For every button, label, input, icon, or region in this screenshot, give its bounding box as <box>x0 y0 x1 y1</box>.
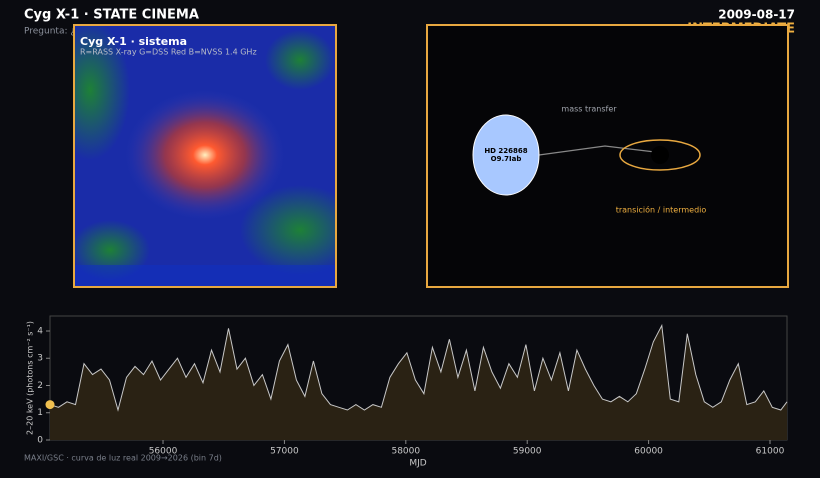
state-label: transición / intermedio <box>616 205 707 215</box>
x-tick-label: 58000 <box>391 447 420 457</box>
y-tick-label: 2 <box>37 381 43 391</box>
donor-star <box>472 114 540 196</box>
cursor-marker <box>45 400 55 410</box>
x-tick-label: 61000 <box>756 447 785 457</box>
y-tick-label: 3 <box>37 354 43 364</box>
x-tick-label: 60000 <box>634 447 663 457</box>
light-curve-line <box>49 323 788 412</box>
y-tick-label: 4 <box>37 326 43 336</box>
star-name: HD 226868 <box>484 147 527 155</box>
flow-label: mass transfer <box>561 105 617 114</box>
y-tick-label: 0 <box>37 436 43 446</box>
accretion-disk <box>619 139 701 171</box>
area-fill <box>50 325 787 440</box>
star-type: O9.7Iab <box>491 155 522 163</box>
y-axis-label: 2–20 keV (photons cm⁻² s⁻¹) <box>26 321 35 435</box>
light-curve: 2–20 keV (photons cm⁻² s⁻¹) MJD MAXI/GSC… <box>24 315 788 469</box>
x-tick-label: 57000 <box>270 447 299 457</box>
image-subtitle: R=RASS X-ray G=DSS Red B=NVSS 1.4 GHz <box>80 48 257 57</box>
page-title: Cyg X-1 · STATE CINEMA <box>24 8 199 23</box>
footnote: MAXI/GSC · curva de luz real 2009→2026 (… <box>24 454 222 463</box>
x-tick-label: 56000 <box>149 447 178 457</box>
date: 2009-08-17 <box>718 8 795 22</box>
image-frame <box>73 24 337 288</box>
x-tick-label: 59000 <box>513 447 542 457</box>
sky-image <box>74 25 336 287</box>
flow-line <box>538 145 656 156</box>
black-hole <box>651 146 669 164</box>
image-title: Cyg X-1 · sistema <box>80 35 187 48</box>
y-tick-label: 1 <box>37 408 43 418</box>
x-axis-label: MJD <box>409 459 426 469</box>
